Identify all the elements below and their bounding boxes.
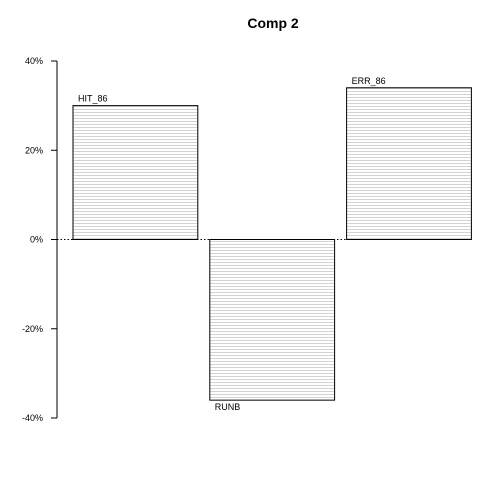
bar-runb (209, 239, 336, 401)
y-tick-label: -40% (22, 413, 43, 423)
bar-err-86 (346, 87, 472, 241)
y-tick-label: -20% (22, 324, 43, 334)
y-tick-label: 0% (30, 235, 43, 245)
bars (72, 87, 472, 401)
bar-label: RUNB (215, 402, 241, 412)
bar-label: HIT_86 (78, 94, 108, 104)
bar-label: ERR_86 (352, 76, 386, 86)
chart-title: Comp 2 (247, 15, 299, 31)
y-ticks: 40% 20% 0% -20% -40% (22, 56, 57, 423)
y-axis: 40% 20% 0% -20% -40% (22, 56, 58, 423)
bar-labels: HIT_86 RUNB ERR_86 (78, 76, 386, 412)
bar-hit-86 (72, 105, 199, 240)
y-tick-label: 40% (25, 56, 43, 66)
y-tick-label: 20% (25, 145, 43, 155)
